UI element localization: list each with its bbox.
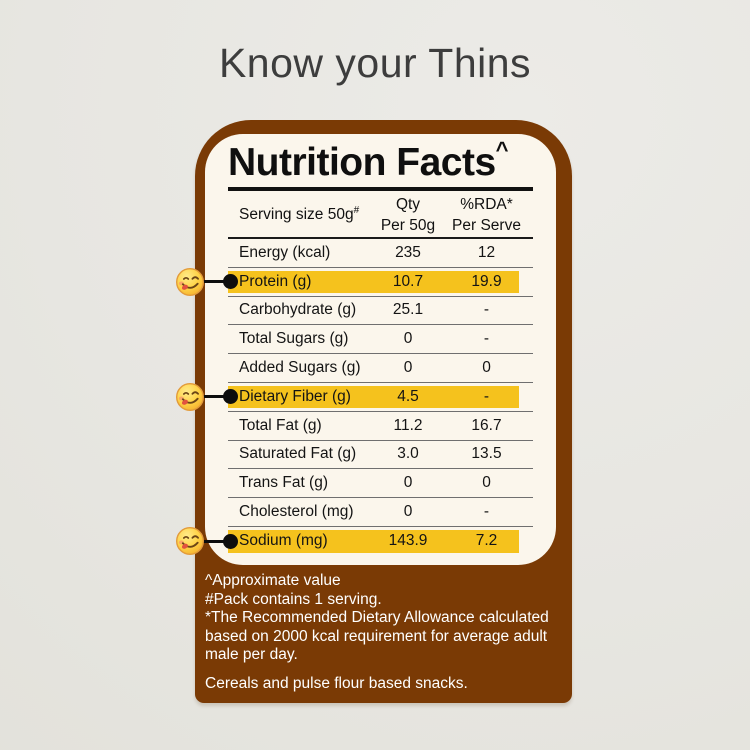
page-title: Know your Thins [218, 40, 532, 86]
callout-dot [223, 533, 238, 549]
table-row: Cholesterol (mg) 0 - [228, 498, 533, 527]
callout-line [190, 539, 230, 543]
table-row: Carbohydrate (g) 25.1 - [228, 297, 533, 326]
row-qty: 0 [403, 503, 413, 521]
callout-dot [223, 389, 238, 405]
row-label: Sodium (mg) [239, 532, 328, 550]
nutrition-panel: Nutrition Facts^ Serving size 50g# Qty P… [175, 134, 556, 565]
table-row: Sodium (mg) 143.9 7.2 [175, 527, 533, 556]
winking-face-emoji [175, 527, 205, 556]
row-qty: 0 [403, 330, 413, 348]
row-rda: 16.7 [471, 416, 502, 434]
row-qty: 25.1 [392, 301, 424, 319]
product-description: Cereals and pulse flour based snacks. [205, 674, 468, 692]
row-qty: 4.5 [397, 387, 419, 405]
row-rda: 12 [477, 243, 496, 261]
serving-size-superscript: # [353, 204, 360, 216]
row-label: Added Sugars (g) [239, 359, 361, 377]
row-qty: 143.9 [388, 532, 428, 550]
row-qty: 11.2 [393, 416, 423, 434]
nutrition-table: Energy (kcal) 235 12 Protein (g) 10.7 19… [175, 239, 533, 556]
nutrition-facts-text: Nutrition Facts [228, 141, 496, 184]
row-rda: - [483, 301, 490, 319]
footnote-rda: *The Recommended Dietary Allowance calcu… [205, 609, 549, 663]
row-label: Energy (kcal) [239, 243, 331, 261]
row-rda: 7.2 [475, 532, 498, 550]
table-row: Protein (g) 10.7 19.9 [175, 267, 533, 297]
footnote-approximate: ^Approximate value [205, 572, 341, 589]
row-rda: - [483, 503, 490, 521]
serving-size-header: Serving size 50g# [239, 204, 360, 224]
row-highlight [228, 529, 519, 553]
row-rda: - [483, 330, 490, 348]
row-qty: 0 [403, 359, 413, 377]
nutrition-card: Nutrition Facts^ Serving size 50g# Qty P… [175, 120, 572, 703]
row-qty: 10.7 [392, 272, 424, 290]
table-row: Total Fat (g) 11.2 16.7 [228, 412, 533, 441]
callout-dot [223, 274, 238, 290]
qty-column-header: Qty Per 50g [380, 195, 436, 234]
row-label: Total Fat (g) [239, 416, 322, 434]
row-label: Carbohydrate (g) [239, 301, 357, 319]
row-rda: 13.5 [471, 445, 502, 463]
nutrition-facts-title: Nutrition Facts^ [228, 137, 509, 185]
row-label: Dietary Fiber (g) [239, 387, 351, 405]
table-row: Dietary Fiber (g) 4.5 - [175, 382, 533, 412]
row-rda: - [483, 387, 490, 405]
rda-column-header: %RDA* Per Serve [452, 195, 521, 234]
row-label: Saturated Fat (g) [239, 445, 357, 463]
row-qty: 0 [403, 474, 413, 492]
table-row: Total Sugars (g) 0 - [228, 325, 533, 355]
winking-face-emoji [175, 382, 205, 411]
row-label: Total Sugars (g) [239, 330, 349, 348]
row-label: Trans Fat (g) [239, 474, 328, 492]
row-highlight [228, 270, 519, 293]
footnotes: ^Approximate value #Pack contains 1 serv… [205, 572, 559, 693]
row-qty: 3.0 [397, 445, 419, 463]
table-row: Added Sugars (g) 0 0 [228, 354, 533, 383]
winking-face-emoji [175, 267, 205, 296]
callout-line [190, 395, 230, 399]
row-label: Protein (g) [239, 272, 312, 290]
row-rda: 19.9 [471, 272, 502, 290]
row-rda: 0 [482, 474, 491, 492]
table-row: Saturated Fat (g) 3.0 13.5 [228, 441, 533, 470]
callout-line [190, 280, 230, 284]
row-qty: 235 [395, 243, 421, 261]
table-header: Serving size 50g# Qty Per 50g %RDA* Per … [228, 192, 533, 239]
approximate-caret: ^ [495, 137, 509, 162]
footnote-pack: #Pack contains 1 serving. [205, 590, 382, 608]
row-highlight [228, 385, 519, 408]
row-rda: 0 [482, 359, 491, 377]
table-row: Energy (kcal) 235 12 [228, 239, 533, 268]
row-label: Cholesterol (mg) [239, 503, 354, 521]
table-row: Trans Fat (g) 0 0 [228, 469, 533, 499]
title-rule [228, 187, 533, 191]
